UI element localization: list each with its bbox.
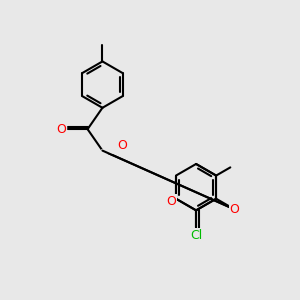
Text: O: O	[230, 203, 240, 216]
Text: Cl: Cl	[190, 229, 202, 242]
Text: O: O	[117, 139, 127, 152]
Text: O: O	[191, 229, 201, 242]
Text: O: O	[56, 123, 66, 136]
Text: O: O	[167, 195, 176, 208]
